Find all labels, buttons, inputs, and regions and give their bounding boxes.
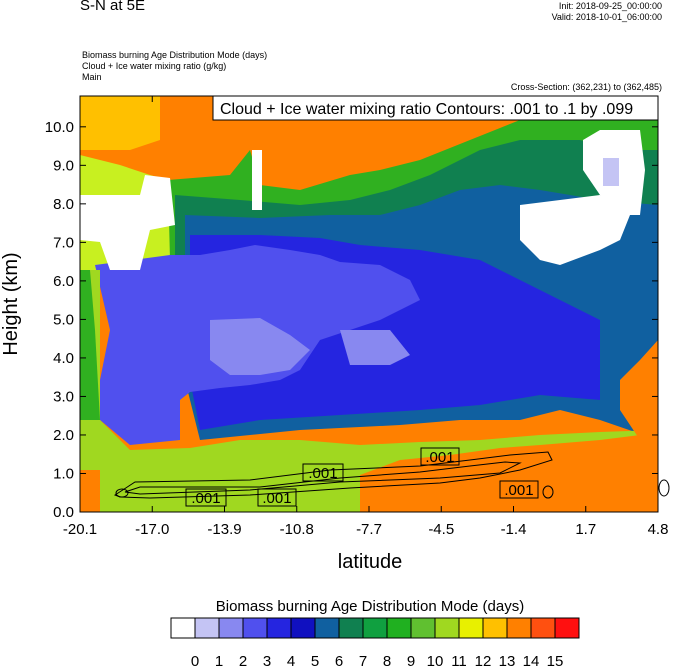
contour-label: .001	[262, 490, 291, 507]
y-axis: 0.0 1.0 2.0 3.0 4.0 5.0 6.0 7.0 8.0 9.0 10.0	[45, 119, 658, 521]
y-tick-label: 6.0	[53, 273, 74, 290]
region-orange-right-edge	[620, 340, 658, 440]
region-white-column	[252, 150, 262, 210]
y-tick-label: 10.0	[45, 119, 74, 136]
colorbar-swatch	[482, 617, 508, 639]
region-lavender-spot	[603, 158, 619, 186]
colorbar-label: 14	[523, 653, 540, 668]
x-tick-label: 1.7	[575, 521, 596, 538]
x-axis: -20.1 -17.0 -13.9 -10.8 -7.7 -4.5 -1.4 1.7 4.8	[63, 96, 669, 538]
colorbar-label: 10	[427, 653, 444, 668]
colorbar-swatch	[434, 617, 460, 639]
region-white-left	[80, 175, 175, 270]
colorbar-swatch	[506, 617, 532, 639]
colorbar-label: 9	[407, 653, 415, 668]
y-tick-label: 2.0	[53, 427, 74, 444]
colorbar-swatch	[458, 617, 484, 639]
colorbar-label: 2	[239, 653, 247, 668]
x-tick-label: -1.4	[501, 521, 527, 538]
colorbar-label: 6	[335, 653, 343, 668]
y-tick-label: 9.0	[53, 157, 74, 174]
page-title: S-N at 5E	[80, 0, 146, 14]
colorbar-swatch	[266, 617, 292, 639]
colorbar-label: 1	[215, 653, 223, 668]
chart-title-box	[212, 95, 659, 121]
chart-title: Cloud + Ice water mixing ratio Contours:…	[220, 101, 633, 118]
y-tick-label: 4.0	[53, 350, 74, 367]
contour-small-right	[542, 485, 554, 499]
x-tick-label: -7.7	[356, 521, 382, 538]
y-tick-label: 7.0	[53, 234, 74, 251]
colorbar-swatch	[242, 617, 268, 639]
colorbar-title: Biomass burning Age Distribution Mode (d…	[216, 598, 524, 615]
region-periwinkle-mid	[340, 330, 410, 365]
colorbar-label: 4	[287, 653, 295, 668]
y-tick-label: 1.0	[53, 465, 74, 482]
region-yellow-top-left	[80, 96, 160, 150]
region-green-left-edge	[80, 270, 100, 420]
contour-label-box	[302, 463, 344, 482]
x-tick-label: -20.1	[63, 521, 97, 538]
colorbar-swatch	[338, 617, 364, 639]
colorbar-label: 0	[191, 653, 199, 668]
colorbar-label: 8	[383, 653, 391, 668]
contour-label-box	[499, 480, 539, 499]
x-tick-label: -4.5	[428, 521, 454, 538]
field-description-1: Biomass burning Age Distribution Mode (d…	[82, 50, 268, 60]
colorbar-swatch	[554, 617, 580, 639]
region-orange-boundary-right	[360, 430, 658, 512]
contour-label: .001	[308, 465, 337, 482]
contour-label-box	[420, 447, 460, 466]
colorbar-swatch	[194, 617, 220, 639]
contour-label: .001	[425, 449, 454, 466]
contour-small-edge	[658, 479, 670, 497]
x-tick-label: -17.0	[135, 521, 169, 538]
colorbar-label: 3	[263, 653, 271, 668]
colorbar-swatch	[530, 617, 556, 639]
x-axis-label: latitude	[338, 551, 403, 573]
contour-label: .001	[504, 482, 533, 499]
colorbar-swatch	[290, 617, 316, 639]
field-description-2: Cloud + Ice water mixing ratio (g/kg)	[82, 61, 227, 71]
valid-time: Valid: 2018-10-01_06:00:00	[551, 12, 662, 22]
colorbar-label: 15	[547, 653, 564, 668]
colorbar-swatch	[362, 617, 388, 639]
y-axis-label: Height (km)	[0, 252, 22, 355]
contour-small-left	[115, 488, 129, 498]
colorbar-label: 5	[311, 653, 319, 668]
colorbar-label: 7	[359, 653, 367, 668]
colorbar-label: 13	[499, 653, 516, 668]
colorbar-label: 11	[451, 653, 467, 668]
y-tick-label: 3.0	[53, 388, 74, 405]
contour-label-box	[257, 488, 297, 507]
colorbar-swatch	[410, 617, 436, 639]
y-tick-label: 5.0	[53, 311, 74, 328]
region-white-right	[520, 195, 630, 265]
contour-label-group: .001 .001 .001 .001 .001	[185, 447, 539, 507]
colorbar: 0 1 2 3 4 5 6 7 8 9 10 11 12 13 14 15	[170, 617, 580, 668]
x-tick-label: 4.8	[648, 521, 669, 538]
cross-section-label: Cross-Section: (362,231) to (362,485)	[510, 82, 662, 92]
contour-label-box	[185, 488, 227, 507]
region-orange-boundary-left	[80, 470, 100, 512]
colorbar-swatch	[218, 617, 244, 639]
contour-label: .001	[191, 490, 220, 507]
y-tick-label: 0.0	[53, 504, 74, 521]
region-periwinkle-left	[210, 318, 310, 375]
colorbar-swatch	[170, 617, 196, 639]
colorbar-swatch	[314, 617, 340, 639]
heatmap-field	[80, 96, 658, 512]
x-tick-label: -10.8	[280, 521, 314, 538]
field-description-3: Main	[82, 72, 102, 82]
init-time: Init: 2018-09-25_00:00:00	[558, 1, 662, 11]
colorbar-label: 12	[475, 653, 492, 668]
y-tick-label: 8.0	[53, 196, 74, 213]
x-tick-label: -13.9	[207, 521, 241, 538]
colorbar-swatch	[386, 617, 412, 639]
